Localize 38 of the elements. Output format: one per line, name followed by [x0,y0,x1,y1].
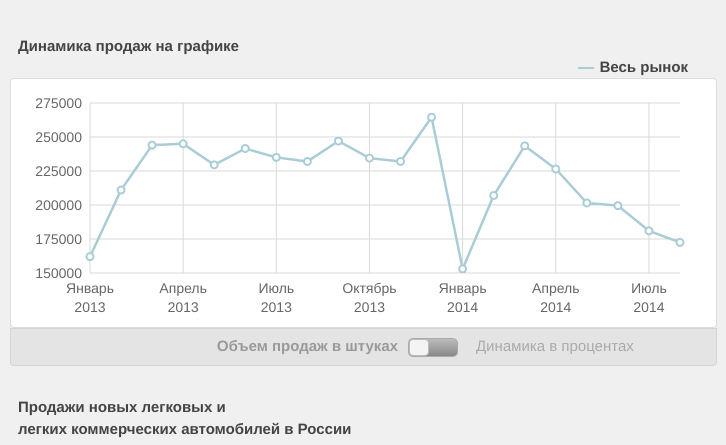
text: Объем продаж в штуках [216,338,398,355]
point [613,201,622,210]
point [86,252,94,262]
y-tick-label: 275000 [35,94,82,111]
point [458,264,468,273]
point [116,186,126,195]
y-tick-label: 200000 [35,196,82,213]
point [489,190,498,200]
x-tick-label: Январь 2013 [66,280,114,315]
point [272,152,281,162]
legend-label: Весь рынок [598,59,688,76]
x-tick-label: Июль 2014 [631,280,667,315]
point [582,198,592,208]
x-tick-label: Январь 2014 [438,280,487,315]
x-tick-label: Октябрь 2013 [342,280,397,315]
point [210,160,219,170]
chart-title: Динамика продаж на графике [18,38,240,55]
point [148,140,157,150]
point [396,156,406,166]
point [551,164,560,174]
x-tick-label: Апрель 2013 [159,280,207,315]
point [302,156,312,166]
point [644,226,654,236]
y-tick-label: 225000 [35,162,82,179]
y-tick-label: 175000 [35,230,82,247]
x-tick-label: Июль 2013 [258,280,294,315]
y-tick-label: 250000 [35,128,82,145]
point [240,144,250,154]
point [364,154,374,163]
y-tick-label: 150000 [35,264,82,281]
point [520,141,530,150]
text: Продажи новых легковых и легких коммерческих автомобилей в России [18,398,352,440]
point [178,139,188,148]
point [676,238,684,247]
point [334,136,343,146]
x-tick-label: Апрель 2014 [532,280,580,315]
point [427,112,436,122]
text: Динамика в процентах [476,338,634,355]
